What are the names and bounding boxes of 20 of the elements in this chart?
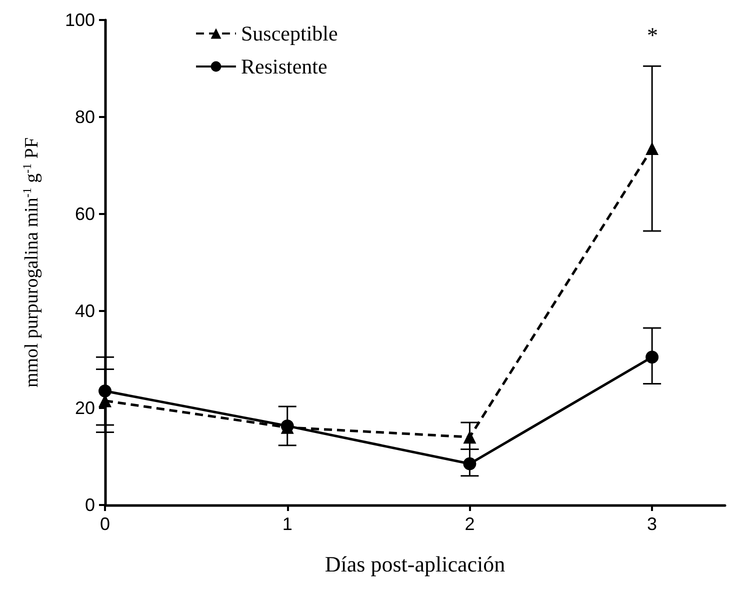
x-tick-label: 3 [647,514,658,534]
x-tick-label: 1 [282,514,292,534]
y-tick-label: 20 [74,398,95,418]
legend-label: Susceptible [241,22,338,46]
annotation: * [647,22,658,48]
y-tick-label: 60 [74,204,95,224]
y-tick-label: 80 [74,107,95,127]
point [646,350,659,364]
point [463,457,476,470]
y-tick-label: 40 [74,301,95,321]
x-tick-label: 0 [100,514,110,534]
point [463,430,476,444]
y-tick-label: 100 [64,10,95,30]
legend-label: Resistente [241,54,328,78]
x-tick-label: 2 [464,514,475,534]
point [646,142,659,156]
x-axis-title: Días post-aplicación [324,552,506,576]
y-axis-title: mmol purpurogalina min-1 g-1 PF [20,137,42,388]
y-tick-label: 0 [84,495,95,515]
point [98,384,112,398]
